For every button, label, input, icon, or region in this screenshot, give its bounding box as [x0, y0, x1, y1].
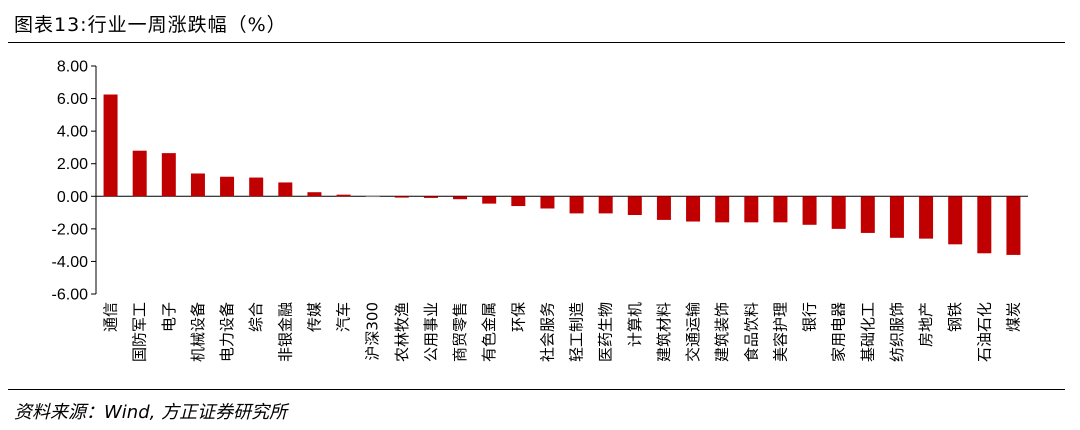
bar — [919, 196, 934, 239]
bar — [278, 182, 293, 197]
y-tick-label: 6.00 — [57, 91, 88, 108]
y-tick-label: 2.00 — [57, 156, 88, 173]
bar — [365, 196, 380, 198]
x-tick-label: 综合 — [247, 302, 265, 332]
bar — [802, 196, 817, 225]
x-tick-label: 商贸零售 — [451, 302, 469, 362]
x-tick-label: 钢铁 — [946, 302, 964, 332]
x-tick-label: 农林牧渔 — [393, 302, 411, 362]
y-tick-label: 8.00 — [57, 59, 88, 76]
bar — [249, 177, 264, 197]
x-tick-label: 煤炭 — [1004, 302, 1022, 332]
x-tick-label: 沪深300 — [364, 302, 382, 361]
bar — [656, 196, 671, 220]
x-tick-label: 医药生物 — [597, 302, 615, 362]
source-divider — [8, 389, 1065, 390]
bar — [220, 176, 235, 197]
x-tick-label: 国防军工 — [131, 302, 149, 362]
x-tick-label: 公用事业 — [422, 302, 440, 362]
bar — [627, 196, 642, 216]
x-tick-label: 机械设备 — [189, 302, 207, 362]
x-tick-label: 房地产 — [917, 302, 935, 347]
bar — [190, 173, 205, 197]
bar — [336, 194, 351, 197]
x-tick-label: 通信 — [102, 302, 120, 332]
x-tick-label: 环保 — [509, 302, 527, 332]
bar — [394, 196, 409, 198]
bar — [598, 196, 613, 214]
bar — [103, 94, 118, 197]
bar — [686, 196, 701, 222]
bar — [1006, 196, 1021, 255]
x-tick-label: 轻工制造 — [568, 302, 586, 362]
bar — [540, 196, 555, 209]
x-tick-label: 家用电器 — [830, 302, 848, 362]
x-tick-label: 电力设备 — [218, 302, 236, 362]
x-tick-label: 石油石化 — [975, 302, 993, 362]
bar — [511, 196, 526, 207]
y-tick-label: -4.00 — [52, 254, 89, 271]
bar — [453, 196, 468, 200]
x-tick-label: 建筑装饰 — [713, 302, 731, 362]
bar — [161, 153, 176, 197]
chart-title: 图表13:行业一周涨跌幅（%） — [14, 14, 287, 36]
y-tick-label: -2.00 — [52, 221, 89, 238]
y-tick-label: 0.00 — [57, 189, 88, 206]
x-tick-label: 计算机 — [626, 302, 644, 347]
bar-chart: 8.00 6.00 4.00 2.00 0.00 -2.00 -4.00 -6.00 通信 国防军… — [52, 59, 1028, 362]
bar — [423, 196, 438, 198]
y-tick-label: -6.00 — [52, 287, 89, 304]
x-tick-label: 汽车 — [335, 302, 353, 332]
x-tick-label: 建筑材料 — [655, 302, 673, 362]
bar — [482, 196, 497, 204]
x-tick-label: 纺织服饰 — [888, 302, 906, 362]
bar — [744, 196, 759, 223]
bar — [831, 196, 846, 229]
x-tick-label: 食品饮料 — [742, 302, 760, 362]
x-tick-label: 银行 — [801, 302, 819, 332]
x-tick-label: 电子 — [160, 302, 178, 332]
bar — [569, 196, 584, 214]
x-tick-label: 有色金属 — [480, 302, 498, 362]
x-tick-label: 交通运输 — [684, 302, 702, 362]
bar — [889, 196, 904, 238]
bar — [307, 192, 322, 197]
x-tick-label: 非银金融 — [276, 302, 294, 362]
y-tick-label: 4.00 — [57, 124, 88, 141]
source-note: 资料来源：Wind, 方正证券研究所 — [14, 402, 288, 423]
bar — [715, 196, 730, 223]
x-tick-label: 传媒 — [305, 302, 323, 332]
x-tick-label: 美容护理 — [771, 302, 789, 362]
bar — [132, 150, 147, 197]
bar — [773, 196, 788, 223]
bar — [948, 196, 963, 245]
bar — [860, 196, 875, 233]
x-tick-label: 社会服务 — [538, 302, 556, 362]
bar — [977, 196, 992, 254]
title-divider — [8, 42, 1065, 43]
x-tick-label: 基础化工 — [859, 302, 877, 362]
